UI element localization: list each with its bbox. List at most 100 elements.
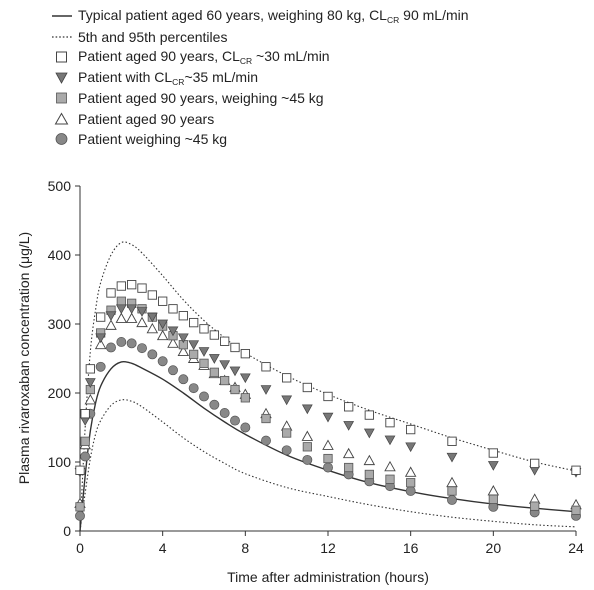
aged90_45kg-marker <box>488 494 498 504</box>
crcl35-marker <box>446 452 458 463</box>
crcl35-marker <box>188 340 200 351</box>
crcl35-marker <box>95 333 107 344</box>
weigh45-marker <box>168 365 178 376</box>
weigh45-marker <box>230 415 240 426</box>
y-tick-label: 400 <box>48 247 72 263</box>
x-tick-label: 4 <box>159 540 167 556</box>
aged90_45kg-marker <box>302 442 312 452</box>
weigh45-marker <box>447 495 457 505</box>
aged90-marker <box>94 338 107 350</box>
aged90_crcl30-marker <box>199 324 209 334</box>
weigh45-marker <box>116 336 127 347</box>
legend-label-crcl35: Patient with CLCR~35 mL/min <box>78 68 258 87</box>
crcl35-marker <box>239 373 251 384</box>
x-tick-label: 12 <box>320 540 336 556</box>
aged90_crcl30-marker <box>364 410 374 420</box>
ticks: 0 4 8 12 16 20 24 0 100 200 300 400 500 <box>48 178 584 556</box>
y-tick-label: 0 <box>63 523 71 539</box>
legend: Typical patient aged 60 years, weighing … <box>48 6 469 150</box>
aged90_45kg-marker <box>406 478 416 488</box>
aged90-marker <box>177 345 190 357</box>
aged90_crcl30-marker <box>385 418 395 428</box>
aged90_crcl30-marker <box>137 283 147 293</box>
crcl35-marker <box>405 442 417 453</box>
weigh45-marker <box>323 462 333 473</box>
legend-label-aged90-crcl30: Patient aged 90 years, CLCR ~30 mL/min <box>78 48 330 67</box>
aged90_crcl30-marker <box>85 364 95 374</box>
aged90-marker <box>322 439 334 450</box>
crcl35-marker <box>301 404 313 415</box>
aged90_45kg-marker <box>344 462 354 473</box>
y-axis-title: Plasma rivaroxaban concentration (μg/L) <box>16 232 32 484</box>
solid-line-icon <box>48 6 78 26</box>
weigh45-marker <box>219 408 230 418</box>
y-tick-label: 100 <box>48 454 72 470</box>
markers <box>74 280 582 521</box>
crcl35-marker <box>322 412 334 423</box>
weigh45-marker <box>147 349 158 360</box>
aged90_crcl30-marker <box>302 382 312 393</box>
legend-item-percentiles: 5th and 95th percentiles <box>48 27 469 48</box>
aged90-marker <box>84 393 97 405</box>
crcl35-marker <box>84 378 96 388</box>
crcl35-marker <box>281 395 293 406</box>
legend-label-typical: Typical patient aged 60 years, weighing … <box>78 7 469 26</box>
p95-line <box>79 241 577 532</box>
aged90_45kg-marker <box>240 393 250 403</box>
aged90-marker <box>146 322 159 334</box>
weigh45-marker <box>281 445 292 456</box>
weigh45-marker <box>199 391 209 402</box>
aged90_45kg-marker <box>209 367 219 377</box>
aged90_45kg-marker <box>447 486 457 496</box>
weigh45-marker <box>240 422 251 433</box>
filled-circle-icon <box>48 129 78 149</box>
typical-line <box>79 360 577 532</box>
aged90_crcl30-marker <box>571 465 581 475</box>
legend-item-typical: Typical patient aged 60 years, weighing … <box>48 6 469 27</box>
aged90-marker <box>125 312 138 323</box>
legend-label-weigh45: Patient weighing ~45 kg <box>78 131 228 148</box>
aged90-marker <box>156 329 169 341</box>
open-square-icon <box>48 47 78 67</box>
aged90_crcl30-marker <box>80 409 90 419</box>
legend-label-aged90: Patient aged 90 years <box>78 110 215 127</box>
weigh45-marker <box>126 338 137 349</box>
aged90_crcl30-marker <box>189 317 199 328</box>
crcl35-marker <box>384 435 396 446</box>
x-axis-title: Time after administration (hours) <box>227 569 429 585</box>
aged90_45kg-marker <box>230 384 240 395</box>
aged90_45kg-marker <box>189 349 199 359</box>
aged90_crcl30-marker <box>106 288 116 298</box>
aged90_45kg-marker <box>282 428 292 438</box>
aged90_crcl30-marker <box>127 280 137 290</box>
open-triangle-icon <box>48 109 78 129</box>
crcl35-marker <box>177 333 189 344</box>
aged90_45kg-marker <box>75 502 85 512</box>
x-tick-label: 20 <box>486 540 502 556</box>
aged90-marker <box>115 312 128 323</box>
aged90_45kg-marker <box>323 453 333 464</box>
aged90_crcl30-marker <box>168 304 178 314</box>
weigh45-marker <box>188 383 199 394</box>
aged90_crcl30-marker <box>282 373 292 383</box>
aged90_crcl30-marker <box>261 362 271 372</box>
weigh45-marker <box>302 454 313 465</box>
aged90-marker <box>404 466 417 477</box>
weigh45-marker <box>261 435 271 446</box>
weigh45-marker <box>405 486 416 496</box>
crcl35-marker <box>105 311 117 322</box>
crcl35-marker <box>157 319 169 330</box>
aged90-marker <box>487 485 500 496</box>
crcl35-marker <box>146 312 158 323</box>
aged90_45kg-marker <box>220 375 230 386</box>
y-tick-label: 200 <box>48 385 72 401</box>
aged90_crcl30-marker <box>96 312 106 322</box>
aged90_crcl30-marker <box>209 330 219 340</box>
weigh45-marker <box>209 399 220 410</box>
aged90-marker <box>384 460 396 472</box>
x-tick-label: 0 <box>76 540 84 556</box>
weigh45-marker <box>95 361 106 372</box>
aged90_45kg-marker <box>571 505 581 515</box>
aged90_45kg-marker <box>530 501 540 511</box>
